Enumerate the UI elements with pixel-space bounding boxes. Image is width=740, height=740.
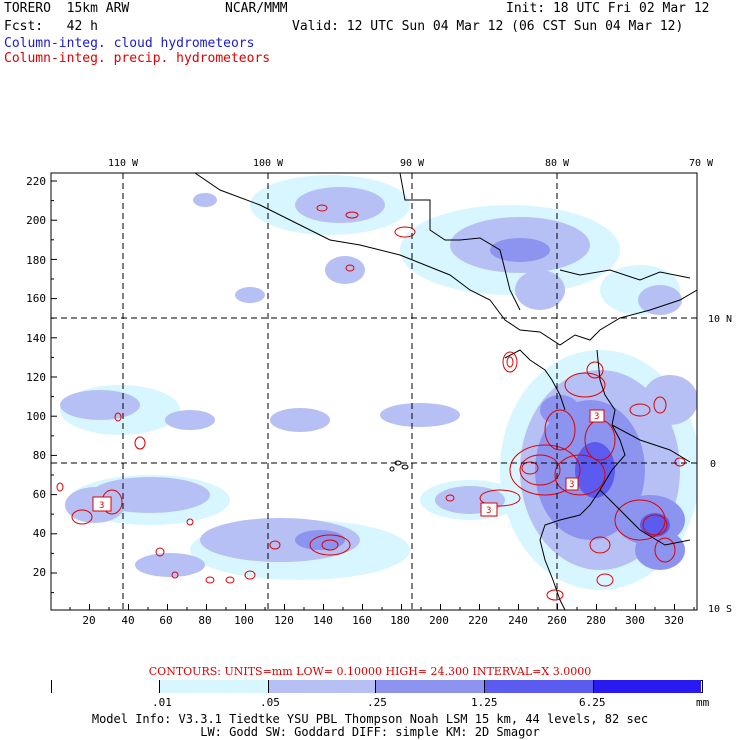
model-info: Model Info: V3.3.1 Tiedtke YSU PBL Thomp… bbox=[91, 712, 649, 726]
contour-label: 3 bbox=[486, 506, 491, 516]
y-tick-label: 200 bbox=[26, 214, 46, 227]
x-tick-label: 320 bbox=[664, 614, 684, 627]
valid-time: Valid: 12 UTC Sun 04 Mar 12 (06 CST Sun … bbox=[292, 19, 684, 34]
y-tick-label: 20 bbox=[33, 566, 46, 579]
precip-contours bbox=[56, 204, 686, 601]
x-tick-label: 40 bbox=[121, 614, 134, 627]
x-tick-label: 180 bbox=[390, 614, 410, 627]
colorbar-segment bbox=[160, 680, 269, 693]
x-tick-label: 160 bbox=[352, 614, 372, 627]
latitude-label: 10 N bbox=[708, 314, 732, 325]
contour-label-box bbox=[565, 477, 579, 491]
y-tick-label: 120 bbox=[26, 371, 46, 384]
contour-label-box bbox=[480, 502, 498, 517]
y-tick-label: 140 bbox=[26, 332, 46, 345]
model-title: TORERO 15km ARW bbox=[4, 1, 130, 16]
organization-label: NCAR/MMM bbox=[225, 1, 288, 16]
colorbar-label: 6.25 bbox=[579, 696, 606, 709]
colorbar-segment bbox=[52, 680, 160, 693]
x-tick-label: 240 bbox=[508, 614, 528, 627]
init-time: Init: 18 UTC Fri 02 Mar 12 bbox=[506, 1, 710, 16]
colorbar-segment bbox=[485, 680, 594, 693]
y-tick-label: 180 bbox=[26, 254, 46, 267]
colorbar-unit: mm bbox=[696, 696, 710, 709]
longitude-label: 90 W bbox=[400, 158, 425, 169]
forecast-hour: Fcst: 42 h bbox=[4, 19, 98, 34]
y-tick-label: 100 bbox=[26, 410, 46, 423]
x-tick-label: 100 bbox=[234, 614, 254, 627]
x-axis-ticks bbox=[69, 604, 695, 610]
x-tick-label: 220 bbox=[468, 614, 488, 627]
graticule bbox=[51, 173, 697, 610]
x-tick-label: 120 bbox=[274, 614, 294, 627]
y-tick-label: 40 bbox=[33, 527, 46, 540]
y-tick-label: 80 bbox=[33, 449, 46, 462]
physics-info: LW: Godd SW: Goddard DIFF: simple KM: 2D… bbox=[200, 725, 540, 739]
contour-label: 3 bbox=[569, 480, 574, 490]
x-tick-label: 260 bbox=[547, 614, 567, 627]
longitude-label: 110 W bbox=[108, 158, 139, 169]
colorbar-segment bbox=[376, 680, 485, 693]
x-tick-label: 20 bbox=[82, 614, 95, 627]
precip-field-label: Column-integ. precip. hydrometeors bbox=[4, 51, 271, 66]
contour-info: CONTOURS: UNITS=mm LOW= 0.10000 HIGH= 24… bbox=[148, 665, 592, 678]
x-tick-label: 200 bbox=[429, 614, 449, 627]
colorbar-segment bbox=[594, 680, 701, 693]
longitude-label: 80 W bbox=[545, 158, 570, 169]
x-tick-label: 140 bbox=[313, 614, 333, 627]
contour-label-box bbox=[589, 409, 605, 423]
contour-label: 3 bbox=[594, 412, 599, 422]
plot-frame bbox=[50, 172, 698, 611]
x-tick-label: 60 bbox=[159, 614, 172, 627]
colorbar-label: .25 bbox=[367, 696, 387, 709]
longitude-label: 100 W bbox=[253, 158, 284, 169]
x-tick-label: 300 bbox=[625, 614, 645, 627]
colorbar-label: 1.25 bbox=[471, 696, 498, 709]
x-tick-label: 280 bbox=[586, 614, 606, 627]
x-tick-label: 80 bbox=[198, 614, 211, 627]
cloud-field-label: Column-integ. cloud hydrometeors bbox=[4, 36, 255, 51]
longitude-label: 70 W bbox=[689, 158, 714, 169]
colorbar-label: .01 bbox=[152, 696, 172, 709]
latitude-label: 10 S bbox=[708, 604, 732, 615]
y-tick-label: 60 bbox=[33, 488, 46, 501]
contour-label-box bbox=[92, 496, 112, 512]
y-axis-ticks bbox=[51, 180, 57, 594]
contour-label: 3 bbox=[99, 501, 104, 511]
y-tick-label: 220 bbox=[26, 175, 46, 188]
y-tick-label: 160 bbox=[26, 292, 46, 305]
cloud-shading-darkest bbox=[575, 442, 670, 537]
latitude-label: 0 bbox=[710, 459, 716, 470]
colorbar-segment bbox=[269, 680, 376, 693]
colorbar-label: .05 bbox=[260, 696, 280, 709]
coastlines bbox=[194, 173, 697, 610]
